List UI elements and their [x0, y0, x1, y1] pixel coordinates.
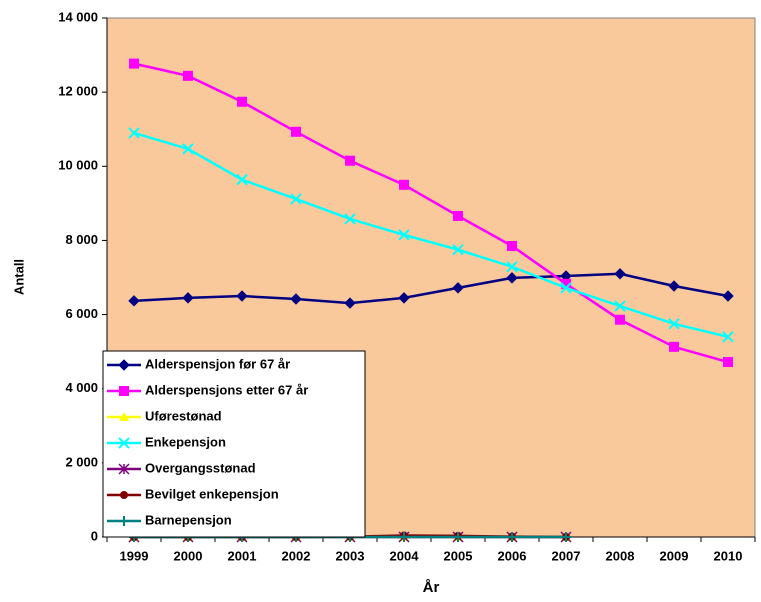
marker: [345, 155, 355, 166]
marker: [560, 282, 572, 294]
y-tick-label: 0: [91, 528, 98, 543]
marker: [507, 240, 517, 251]
marker: [452, 282, 464, 294]
marker: [453, 532, 463, 542]
y-tick-label: 2 000: [65, 454, 98, 469]
marker: [453, 210, 463, 221]
marker: [561, 278, 571, 289]
marker: [128, 127, 140, 139]
marker: [128, 295, 140, 307]
series-line: [133, 62, 729, 364]
marker: [452, 243, 464, 256]
marker: [614, 268, 626, 280]
x-tick-label: 2003: [336, 548, 365, 563]
legend-marker: [118, 359, 130, 371]
legend-box: [102, 350, 366, 538]
legend-marker: [118, 437, 130, 449]
y-tick-label: 12 000: [58, 84, 98, 99]
marker: [290, 193, 302, 205]
marker: [668, 280, 680, 292]
legend-marker: [118, 463, 130, 475]
x-tick-label: 2005: [444, 548, 473, 563]
marker: [344, 297, 356, 309]
marker: [290, 293, 302, 305]
marker: [723, 357, 733, 368]
series-line: [133, 272, 729, 305]
marker: [291, 126, 301, 137]
marker: [614, 300, 626, 312]
marker: [506, 272, 518, 284]
marker: [398, 229, 410, 241]
marker: [615, 314, 625, 325]
y-tick-label: 10 000: [58, 158, 98, 173]
marker: [668, 318, 680, 330]
marker: [236, 290, 248, 302]
legend-label: Barnepensjon: [145, 512, 232, 527]
legend-label: Enkepensjon: [145, 434, 226, 449]
y-tick-label: 4 000: [65, 380, 98, 395]
marker: [236, 173, 248, 186]
series-line: [133, 131, 729, 339]
marker: [182, 292, 194, 304]
marker: [506, 261, 518, 273]
x-tick-label: 2000: [174, 548, 203, 563]
marker: [507, 532, 517, 542]
legend-label: Bevilget enkepensjon: [145, 486, 279, 501]
legend-marker: [120, 491, 128, 499]
marker: [398, 292, 410, 304]
marker: [344, 213, 356, 225]
legend-label: Alderspensjon før 67 år: [145, 356, 290, 371]
marker: [129, 58, 139, 69]
x-tick-label: 2010: [714, 548, 743, 563]
legend-marker: [119, 412, 129, 421]
marker: [399, 532, 409, 542]
y-tick-label: 14 000: [58, 9, 98, 24]
x-tick-label: 2001: [228, 548, 257, 563]
x-tick-label: 2006: [498, 548, 527, 563]
x-tick-label: 2004: [390, 548, 420, 563]
legend-label: Uførestønad: [145, 408, 222, 423]
marker: [669, 341, 679, 352]
marker: [399, 179, 409, 190]
y-tick-label: 8 000: [65, 232, 98, 247]
marker: [722, 331, 734, 343]
marker: [722, 290, 734, 302]
legend-marker: [119, 386, 129, 396]
x-tick-label: 1999: [120, 548, 149, 563]
marker: [183, 70, 193, 81]
legend-marker: [119, 516, 129, 526]
x-tick-label: 2007: [552, 548, 581, 563]
marker: [182, 143, 194, 155]
legend-label: Alderspensjons etter 67 år: [145, 382, 308, 397]
x-axis-label: År: [423, 579, 440, 596]
y-tick-label: 6 000: [65, 306, 98, 321]
x-tick-label: 2009: [660, 548, 689, 563]
marker: [561, 532, 571, 542]
x-tick-label: 2002: [282, 548, 311, 563]
y-axis-label: Antall: [11, 259, 26, 295]
x-tick-label: 2008: [606, 548, 635, 563]
legend-label: Overgangsstønad: [145, 460, 256, 475]
marker: [237, 96, 247, 107]
